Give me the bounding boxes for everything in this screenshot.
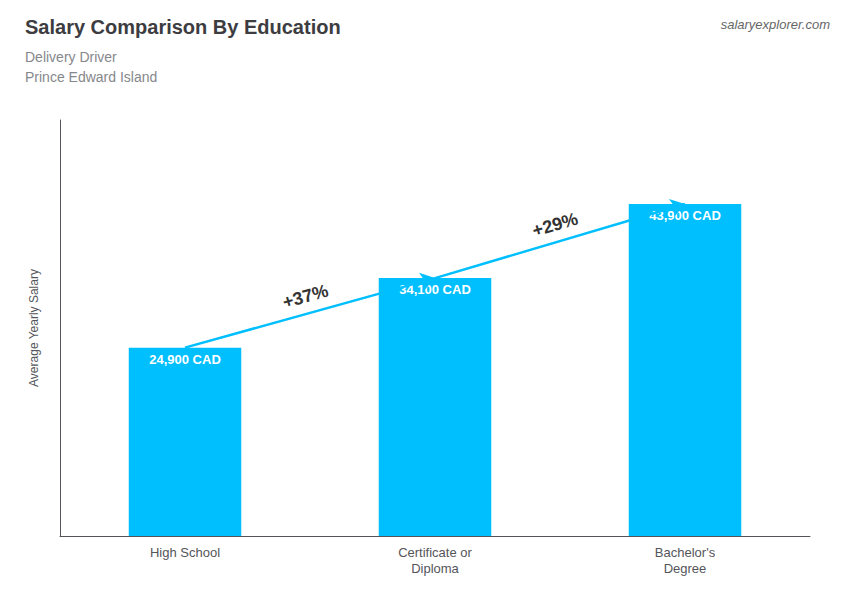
svg-text:Average Yearly Salary: Average Yearly Salary	[27, 269, 41, 387]
svg-text:Salary Comparison By Education: Salary Comparison By Education	[25, 16, 341, 38]
svg-text:43,900 CAD: 43,900 CAD	[649, 208, 721, 223]
svg-text:Prince Edward Island: Prince Edward Island	[25, 69, 157, 85]
svg-text:High School: High School	[150, 545, 220, 560]
svg-text:+37%: +37%	[280, 281, 330, 313]
svg-text:34,100 CAD: 34,100 CAD	[399, 282, 471, 298]
svg-text:Degree: Degree	[664, 561, 707, 576]
svg-text:Delivery Driver: Delivery Driver	[25, 49, 117, 65]
svg-text:24,900 CAD: 24,900 CAD	[149, 352, 221, 367]
svg-text:Certificate or: Certificate or	[398, 545, 472, 560]
svg-text:Diploma: Diploma	[411, 561, 459, 576]
svg-text:+29%: +29%	[530, 209, 580, 241]
svg-text:salaryexplorer.com: salaryexplorer.com	[721, 17, 831, 32]
svg-text:Bachelor's: Bachelor's	[655, 545, 716, 560]
